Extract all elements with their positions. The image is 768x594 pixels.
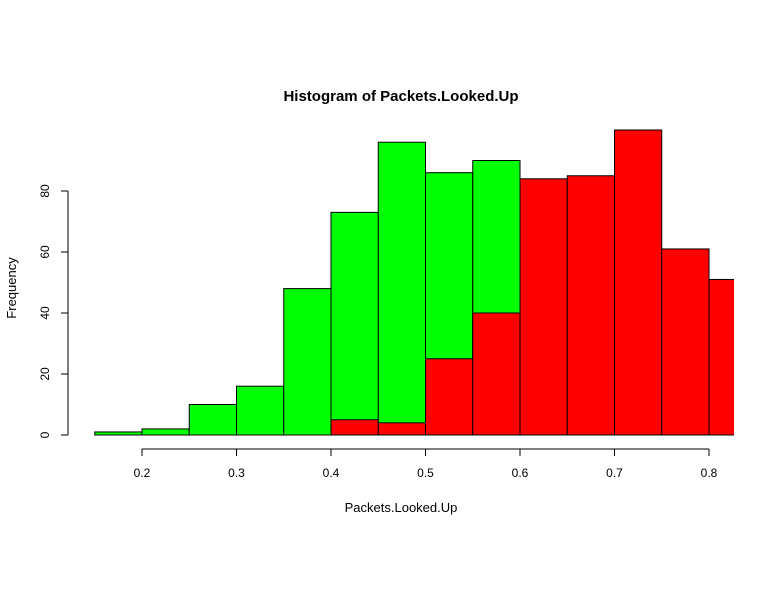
x-axis-label: Packets.Looked.Up [345, 500, 458, 515]
histogram-bar [708, 278, 734, 436]
bars-layer [94, 129, 734, 436]
x-tick-label: 0.6 [512, 466, 529, 480]
x-tick-label: 0.2 [134, 466, 151, 480]
y-tick-label: 80 [38, 184, 52, 198]
histogram-bar [377, 422, 426, 436]
x-tick-label: 0.4 [323, 466, 340, 480]
y-tick-label: 40 [38, 306, 52, 320]
histogram-bar [330, 419, 379, 436]
histogram-bar [377, 141, 426, 436]
x-tick-label: 0.3 [228, 466, 245, 480]
histogram-bar [614, 129, 663, 436]
chart-title: Histogram of Packets.Looked.Up [283, 88, 518, 105]
x-tick-label: 0.5 [417, 466, 434, 480]
histogram-bar [566, 175, 615, 436]
x-tick-label: 0.7 [606, 466, 623, 480]
y-tick-label: 20 [38, 367, 52, 381]
y-axis: 0 20 40 60 80 [38, 184, 69, 438]
x-axis: 0.2 0.3 0.4 0.5 0.6 0.7 0.8 [134, 448, 718, 480]
histogram-bar [661, 248, 710, 436]
x-tick-label: 0.8 [701, 466, 718, 480]
histogram-bar [330, 211, 379, 436]
histogram-bar [472, 312, 521, 436]
histogram-bar [519, 178, 568, 436]
histogram-bar [141, 428, 190, 436]
y-tick-label: 0 [38, 431, 52, 438]
histogram-bar [94, 431, 143, 436]
histogram-bar [425, 358, 474, 436]
histogram-bar [283, 288, 332, 436]
histogram-bar [188, 404, 237, 436]
y-axis-label: Frequency [4, 257, 19, 319]
y-tick-label: 60 [38, 245, 52, 259]
histogram-bar [236, 385, 285, 436]
